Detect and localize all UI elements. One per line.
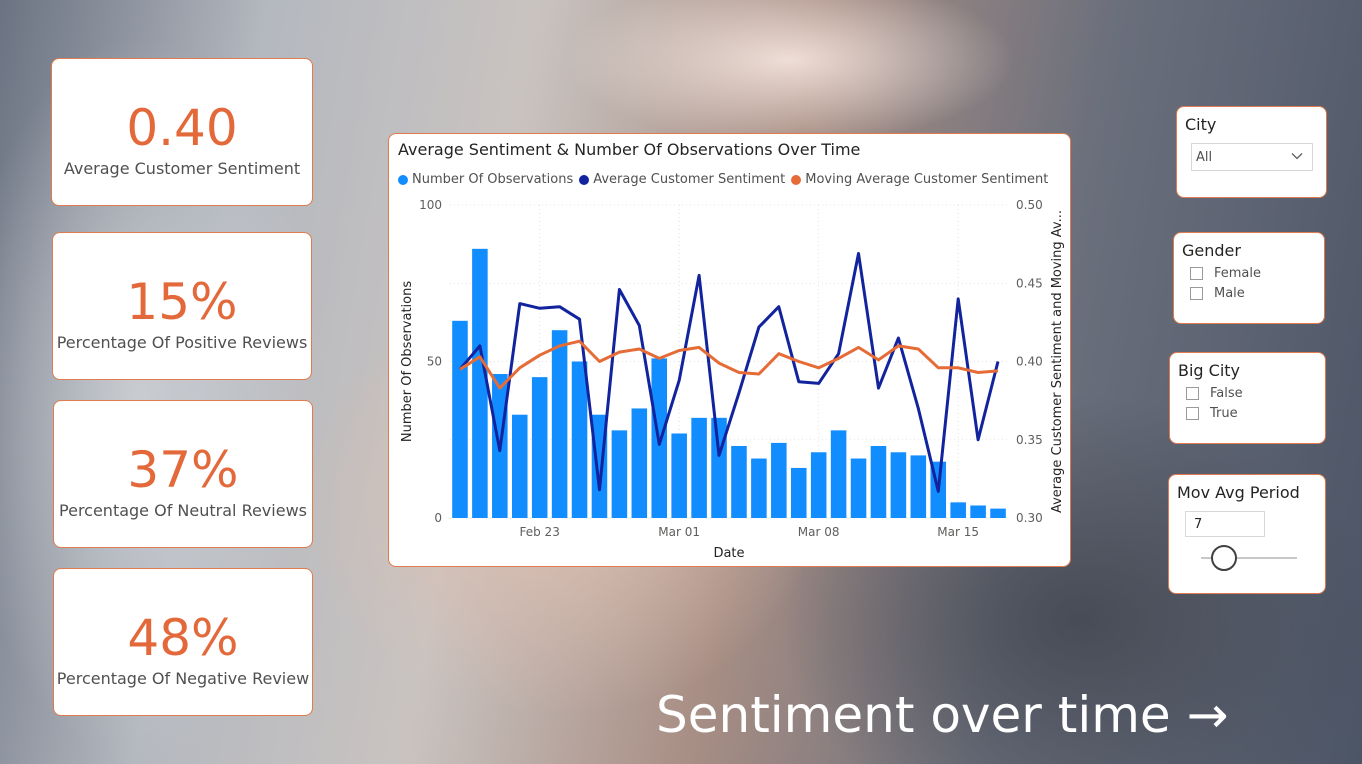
y-tick-label: 100 (419, 198, 442, 212)
arrow-right-icon[interactable]: → (1186, 686, 1229, 744)
option-label: Male (1214, 286, 1245, 301)
bar-observations (731, 446, 747, 518)
bar-observations (472, 248, 488, 518)
checkbox[interactable] (1190, 287, 1203, 300)
legend-marker (398, 174, 408, 185)
chart-legend: Number Of Observations Average Customer … (398, 172, 1054, 187)
mov-avg-slider-thumb[interactable] (1211, 545, 1237, 571)
mov-avg-period-slicer: Mov Avg Period 7 (1168, 474, 1326, 594)
option-label: False (1210, 386, 1243, 401)
sentiment-chart-card: 0 50 100 0.30 0.35 0.40 0.45 0.50 Feb 23 Mar 01 Ma… (388, 133, 1071, 567)
city-slicer: City All (1176, 106, 1327, 198)
y-tick-label: 50 (427, 355, 442, 369)
bar-observations (551, 330, 568, 518)
y-tick-label: 0 (434, 511, 442, 525)
chevron-down-icon (1291, 153, 1303, 160)
page-title-text: Sentiment over time (656, 686, 1171, 744)
page-title: Sentiment over time → (656, 686, 1229, 744)
x-tick-label: Mar 08 (798, 525, 840, 539)
line-moving-average-sentiment (459, 339, 999, 390)
bar-observations (771, 442, 787, 518)
line-average-sentiment (458, 252, 1000, 493)
y2-tick-label: 0.35 (1016, 433, 1043, 447)
kpi-label: Percentage Of Positive Reviews (56, 333, 308, 352)
kpi-value: 0.40 (126, 99, 238, 157)
big-city-slicer-title: Big City (1178, 361, 1241, 380)
gender-slicer-title: Gender (1182, 241, 1241, 260)
kpi-value: 15% (126, 273, 238, 331)
bar-observations (631, 408, 648, 518)
bar-observations (790, 467, 807, 518)
kpi-value: 37% (127, 441, 239, 499)
bar-observations (890, 452, 907, 518)
bar-observations (452, 320, 468, 518)
bar-observations (990, 508, 1006, 518)
y2-tick-label: 0.50 (1016, 198, 1043, 212)
x-axis-title: Date (713, 546, 744, 561)
kpi-card-negative-reviews: 48% Percentage Of Negative Review (53, 568, 313, 716)
bar-observations (751, 458, 767, 518)
kpi-card-neutral-reviews: 37% Percentage Of Neutral Reviews (53, 400, 313, 548)
x-tick-label: Mar 15 (937, 525, 979, 539)
bar-observations (511, 414, 528, 518)
bar-observations (810, 452, 827, 518)
kpi-value: 48% (127, 609, 239, 667)
city-slicer-title: City (1185, 115, 1217, 134)
big-city-option-true[interactable]: True (1186, 406, 1238, 421)
option-label: True (1210, 406, 1238, 421)
big-city-option-false[interactable]: False (1186, 386, 1243, 401)
kpi-card-positive-reviews: 15% Percentage Of Positive Reviews (52, 232, 312, 380)
gender-option-female[interactable]: Female (1190, 266, 1261, 281)
legend-item-observations[interactable]: Number Of Observations (398, 172, 573, 187)
y2-tick-label: 0.45 (1016, 276, 1043, 290)
option-label: Female (1214, 266, 1262, 281)
mov-avg-period-input[interactable]: 7 (1185, 511, 1265, 537)
chart-title: Average Sentiment & Number Of Observatio… (398, 140, 861, 159)
kpi-card-avg-sentiment: 0.40 Average Customer Sentiment (51, 58, 313, 206)
city-dropdown[interactable]: All (1191, 143, 1313, 171)
bar-observations (850, 458, 867, 518)
bar-observations (671, 433, 687, 518)
bar-observations (830, 430, 847, 518)
gender-option-male[interactable]: Male (1190, 286, 1245, 301)
legend-label: Number Of Observations (412, 172, 574, 187)
bar-observations (950, 502, 966, 518)
y2-tick-label: 0.40 (1016, 355, 1043, 369)
city-dropdown-value: All (1196, 150, 1213, 165)
y2-axis-title: Average Customer Sentiment and Moving Av… (1050, 210, 1065, 513)
bar-observations (531, 377, 548, 518)
bar-observations (870, 446, 887, 518)
big-city-slicer: Big City False True (1169, 352, 1326, 444)
legend-label: Moving Average Customer Sentiment (805, 172, 1049, 187)
legend-item-avg-sentiment[interactable]: Average Customer Sentiment (579, 172, 785, 187)
y2-tick-label: 0.30 (1016, 511, 1043, 525)
bar-observations (571, 361, 588, 518)
sentiment-chart: 0 50 100 0.30 0.35 0.40 0.45 0.50 Feb 23 Mar 01 Ma… (400, 198, 1065, 561)
legend-marker (579, 174, 590, 185)
checkbox[interactable] (1190, 267, 1203, 280)
bar-observations (970, 505, 986, 518)
checkbox[interactable] (1186, 387, 1199, 400)
legend-marker (791, 174, 802, 185)
mov-avg-slider-track[interactable] (1201, 557, 1297, 559)
gender-slicer: Gender Female Male (1173, 232, 1325, 324)
x-tick-label: Mar 01 (658, 525, 700, 539)
legend-label: Average Customer Sentiment (593, 172, 786, 187)
y-axis-title: Number Of Observations (400, 281, 415, 442)
checkbox[interactable] (1186, 407, 1199, 420)
bar-observations (711, 417, 727, 518)
kpi-label: Percentage Of Neutral Reviews (59, 501, 307, 520)
bar-observations (910, 455, 927, 518)
bar-observations (691, 417, 707, 518)
mov-avg-period-title: Mov Avg Period (1177, 483, 1300, 502)
kpi-label: Percentage Of Negative Review (56, 669, 310, 688)
x-tick-label: Feb 23 (520, 525, 560, 539)
legend-item-moving-avg[interactable]: Moving Average Customer Sentiment (791, 172, 1048, 187)
bar-observations (611, 430, 628, 518)
kpi-label: Average Customer Sentiment (63, 159, 301, 178)
